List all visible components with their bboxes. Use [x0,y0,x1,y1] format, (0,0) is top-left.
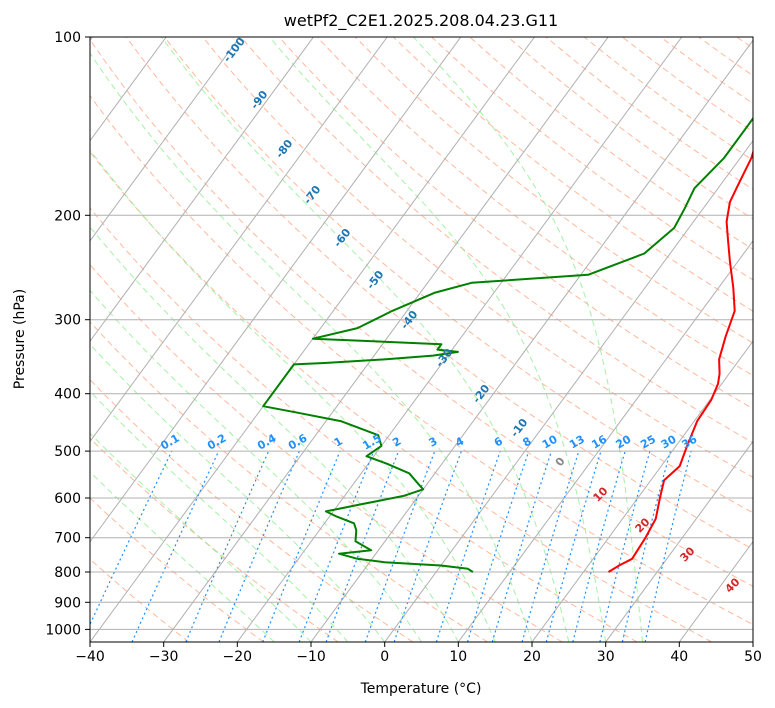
pressure-gridlines [90,37,753,630]
moist-adiabat [90,432,312,642]
isotherm [90,37,315,343]
mixing-ratio-line [491,450,553,642]
mixing-ratio-line [393,450,462,642]
mixing-ratio-line [90,450,173,626]
y-tick-label: 100 [54,30,81,46]
isotherm [90,37,241,242]
mixing-ratio-line [521,450,580,642]
isotherm [531,340,753,642]
dry-adiabat [90,207,638,642]
x-tick-label: 40 [670,649,688,665]
isotherm [384,139,753,642]
isotherm [90,37,388,443]
moist-adiabat [90,289,422,642]
isotherm [163,37,609,642]
x-tick-label: 20 [523,649,541,665]
dry-adiabat [278,37,753,410]
mixing-ratio-line [572,450,626,642]
mixing-ratio-line [435,450,501,642]
y-tick-label: 700 [54,531,81,547]
y-tick-label: 200 [54,208,81,224]
y-tick-label: 300 [54,313,81,329]
mixing-ratio-line [218,450,300,642]
x-tick-label: −10 [296,649,326,665]
isotherm [236,37,683,642]
y-axis-label: Pressure (hPa) [12,289,28,389]
x-axis-label: Temperature (°C) [360,681,482,697]
x-tick-label: 10 [449,649,467,665]
y-tick-label: 500 [54,444,81,460]
mixing-ratio-line [325,450,400,642]
y-tick-label: 800 [54,565,81,581]
moist-adiabat [413,37,643,642]
mixing-ratio-line [621,450,671,642]
mixing-ratio-line [131,450,220,642]
mixing-ratio-line [644,450,692,642]
moist-adiabat [90,390,349,642]
y-tick-label: 600 [54,491,81,507]
dry-adiabat [354,37,753,344]
dry-adiabat [90,150,712,642]
chart-title: wetPf2_C2E1.2025.208.04.23.G11 [284,11,558,31]
dry-adiabat [90,263,563,642]
moist-adiabat [90,52,533,642]
x-tick-label: 30 [597,649,615,665]
mixing-ratio-line [185,450,270,642]
moist-adiabat [90,149,496,642]
dry-adiabat [90,38,753,587]
isotherm [457,240,753,642]
plot-frame [89,36,754,643]
mixing-ratio-line [262,450,341,642]
moist-adiabat [160,37,570,642]
y-tick-label: 400 [54,387,81,403]
dewpoint-profile [262,116,753,573]
x-tick-label: −20 [223,649,253,665]
y-tick-label: 900 [54,595,81,611]
isotherm [90,37,536,642]
isotherm [678,540,753,642]
isotherm [90,37,167,142]
isotherm [605,440,753,642]
mixing-ratio-line [545,450,602,642]
isotherm [90,37,462,543]
axes: −40 −30 −20 −10 0 10 20 30 40 50 100 200 300 400 500 60… [45,30,762,665]
dry-adiabat [164,37,753,514]
isotherm [310,39,753,642]
x-tick-label: −40 [75,649,105,665]
y-tick-label: 1000 [45,622,81,638]
mixing-ratio-line [599,450,651,642]
moist-adiabat [90,343,386,642]
mixing-ratio-line [298,450,375,642]
dry-adiabat [316,37,753,377]
mixing-ratio-line [364,450,436,642]
dry-adiabat [90,94,753,626]
x-tick-label: 50 [744,649,762,665]
mixing-ratio-line [466,450,530,642]
profile-lines [262,116,753,573]
x-tick-label: 0 [380,649,389,665]
x-tick-label: −30 [149,649,179,665]
temperature-profile [607,149,753,573]
